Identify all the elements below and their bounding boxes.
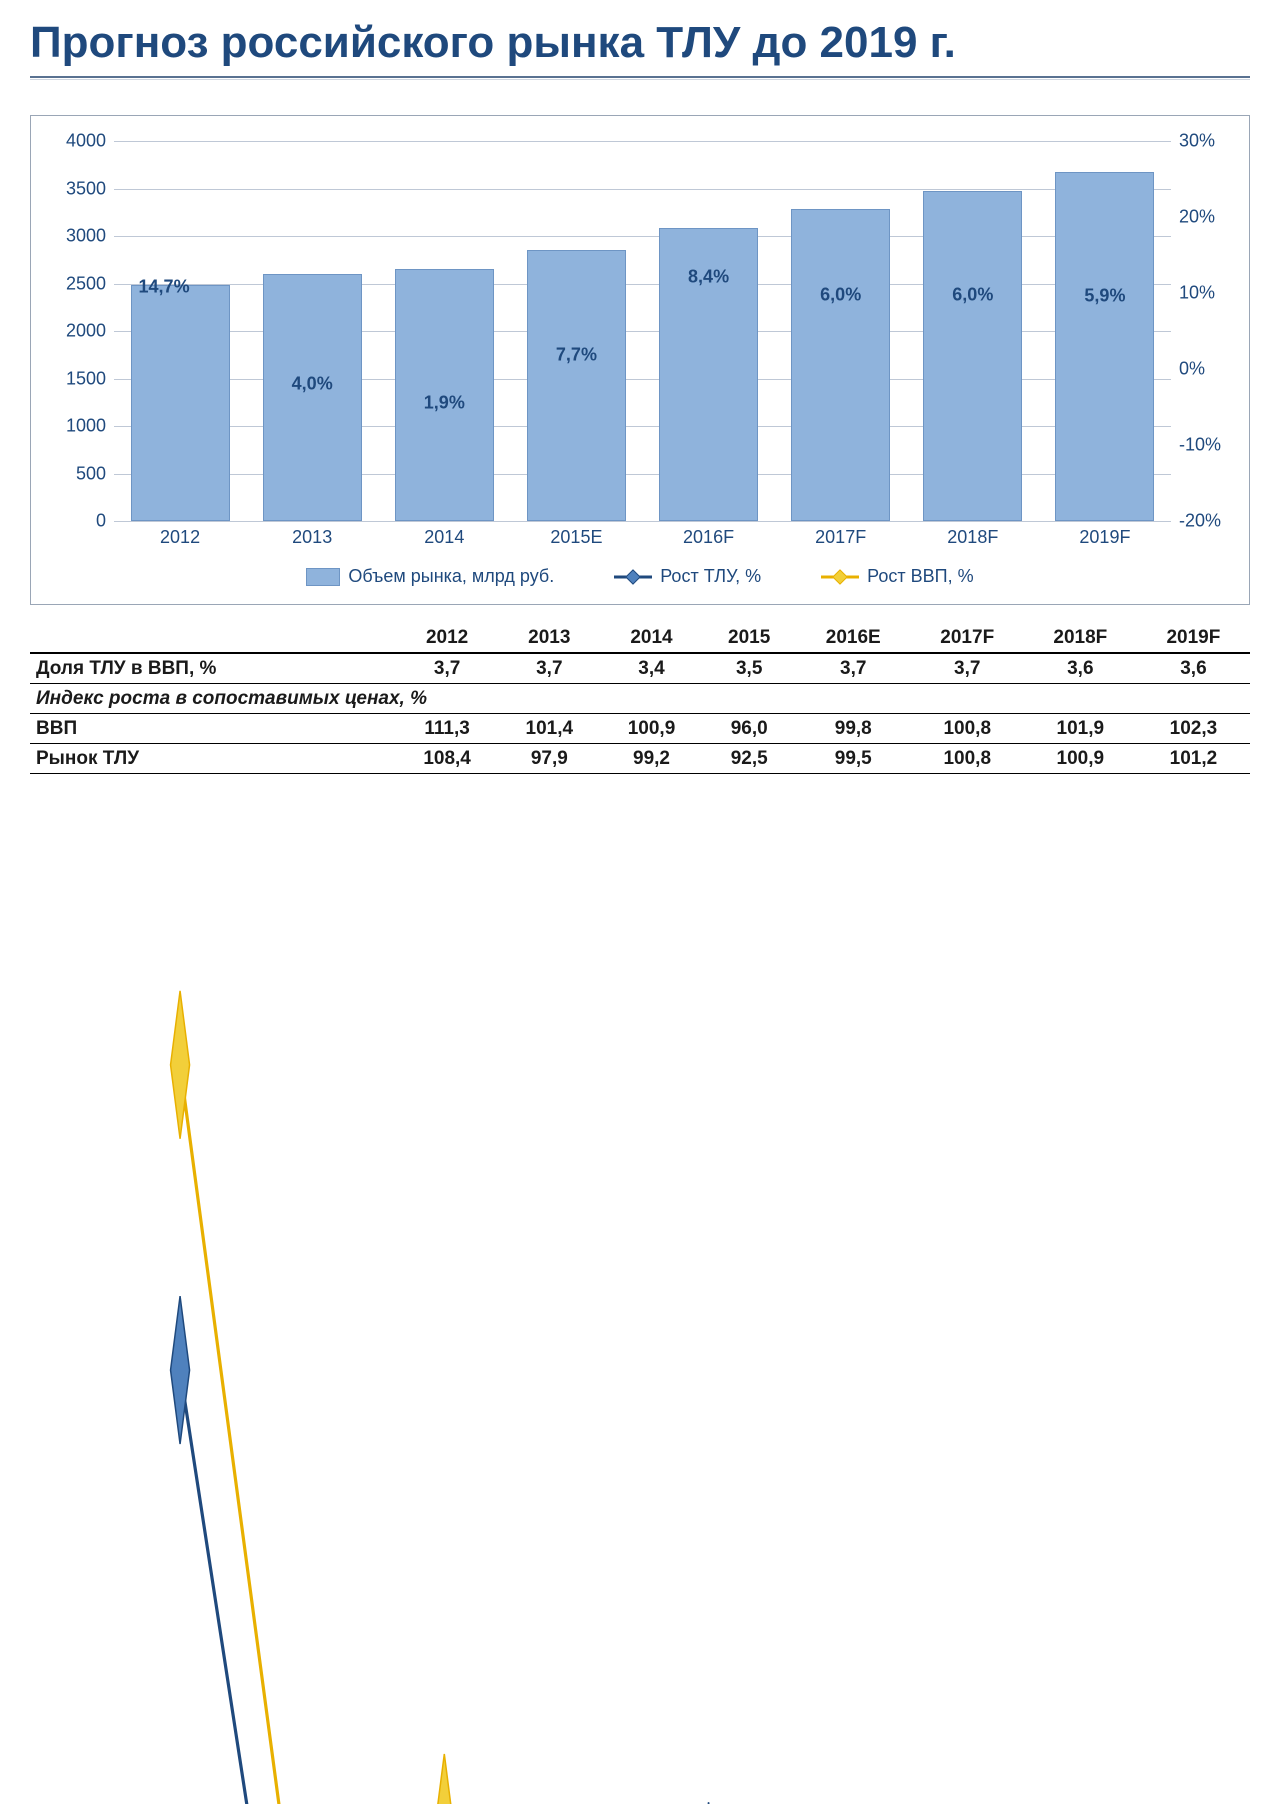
table-cell: 99,5 <box>796 744 911 774</box>
table-corner <box>30 623 396 653</box>
table-section-row: Индекс роста в сопоставимых ценах, % <box>30 684 1250 714</box>
table-cell: 3,7 <box>796 653 911 684</box>
table-cell: 100,9 <box>600 714 702 744</box>
table-cell: 108,4 <box>396 744 498 774</box>
x-axis-label: 2019F <box>1039 527 1171 548</box>
table-col-header: 2019F <box>1137 623 1250 653</box>
table-row: Рынок ТЛУ108,497,999,292,599,5100,8100,9… <box>30 744 1250 774</box>
table-row-label: Рынок ТЛУ <box>30 744 396 774</box>
table-cell: 99,8 <box>796 714 911 744</box>
data-point-label: 14,7% <box>139 277 190 298</box>
table-cell: 102,3 <box>1137 714 1250 744</box>
y-right-tick: -10% <box>1179 435 1221 456</box>
data-table-container: 20122013201420152016E2017F2018F2019F Дол… <box>30 623 1250 774</box>
table-row-label: ВВП <box>30 714 396 744</box>
table-cell: 100,8 <box>911 744 1024 774</box>
y-left-tick: 4000 <box>66 131 106 152</box>
chart-legend: Объем рынка, млрд руб. Рост ТЛУ, % Рост … <box>49 566 1231 587</box>
table-cell: 3,7 <box>498 653 600 684</box>
table-cell: 3,4 <box>600 653 702 684</box>
y-right-tick: 10% <box>1179 283 1215 304</box>
table-cell: 99,2 <box>600 744 702 774</box>
chart-data-labels: 14,7% 4,0% 1,9% 7,7% 8,4% 6,0% 6,0% 5,9% <box>114 141 1171 521</box>
table-col-header: 2015 <box>703 623 796 653</box>
table-cell: 97,9 <box>498 744 600 774</box>
data-point-label: 1,9% <box>424 392 465 413</box>
y-right-tick: 20% <box>1179 207 1215 228</box>
table-cell: 101,4 <box>498 714 600 744</box>
grid-line <box>114 521 1171 522</box>
data-table: 20122013201420152016E2017F2018F2019F Дол… <box>30 623 1250 774</box>
table-col-header: 2018F <box>1024 623 1137 653</box>
table-cell: 101,2 <box>1137 744 1250 774</box>
y-left-tick: 1500 <box>66 368 106 389</box>
x-axis-label: 2018F <box>907 527 1039 548</box>
data-point-label: 5,9% <box>1084 286 1125 307</box>
table-col-header: 2017F <box>911 623 1024 653</box>
y-left-tick: 3500 <box>66 178 106 199</box>
chart-x-labels: 2012201320142015E2016F2017F2018F2019F <box>114 527 1171 548</box>
x-axis-label: 2014 <box>378 527 510 548</box>
table-cell: 111,3 <box>396 714 498 744</box>
table-section-label: Индекс роста в сопоставимых ценах, % <box>30 684 1250 714</box>
y-right-tick: 0% <box>1179 359 1205 380</box>
table-header-row: 20122013201420152016E2017F2018F2019F <box>30 623 1250 653</box>
legend-swatch-bar <box>306 568 340 586</box>
y-left-tick: 3000 <box>66 226 106 247</box>
page-title: Прогноз российского рынка ТЛУ до 2019 г. <box>30 18 1250 68</box>
data-point-label: 4,0% <box>292 373 333 394</box>
legend-swatch-gdp <box>821 570 859 584</box>
table-cell: 3,6 <box>1137 653 1250 684</box>
x-axis-label: 2015E <box>510 527 642 548</box>
legend-item-tlu: Рост ТЛУ, % <box>614 566 761 587</box>
table-col-header: 2016E <box>796 623 911 653</box>
table-cell: 3,6 <box>1024 653 1137 684</box>
table-body: Доля ТЛУ в ВВП, %3,73,73,43,53,73,73,63,… <box>30 653 1250 774</box>
legend-label-tlu: Рост ТЛУ, % <box>660 566 761 587</box>
legend-item-gdp: Рост ВВП, % <box>821 566 973 587</box>
chart-plot-area: 05001000150020002500300035004000-20%-10%… <box>114 141 1171 521</box>
table-cell: 100,8 <box>911 714 1024 744</box>
legend-label-bars: Объем рынка, млрд руб. <box>348 566 554 587</box>
table-cell: 92,5 <box>703 744 796 774</box>
y-left-tick: 1000 <box>66 416 106 437</box>
table-cell: 3,7 <box>911 653 1024 684</box>
legend-swatch-tlu <box>614 570 652 584</box>
table-row: ВВП111,3101,4100,996,099,8100,8101,9102,… <box>30 714 1250 744</box>
table-col-header: 2012 <box>396 623 498 653</box>
title-underline <box>30 76 1250 80</box>
table-row: Доля ТЛУ в ВВП, %3,73,73,43,53,73,73,63,… <box>30 653 1250 684</box>
data-point-label: 6,0% <box>952 285 993 306</box>
data-point-label: 7,7% <box>556 345 597 366</box>
legend-item-bars: Объем рынка, млрд руб. <box>306 566 554 587</box>
data-point-label: 6,0% <box>820 285 861 306</box>
x-axis-label: 2012 <box>114 527 246 548</box>
x-axis-label: 2017F <box>775 527 907 548</box>
table-cell: 3,5 <box>703 653 796 684</box>
table-col-header: 2014 <box>600 623 702 653</box>
y-right-tick: -20% <box>1179 511 1221 532</box>
y-left-tick: 2500 <box>66 273 106 294</box>
x-axis-label: 2013 <box>246 527 378 548</box>
y-left-tick: 500 <box>76 463 106 484</box>
y-right-tick: 30% <box>1179 131 1215 152</box>
table-row-label: Доля ТЛУ в ВВП, % <box>30 653 396 684</box>
table-col-header: 2013 <box>498 623 600 653</box>
y-left-tick: 2000 <box>66 321 106 342</box>
data-point-label: 8,4% <box>688 267 729 288</box>
table-cell: 101,9 <box>1024 714 1137 744</box>
chart-container: 0 500 1000 1500 2000 2500 3000 3500 4000 -20% -10%… <box>30 115 1250 605</box>
y-left-tick: 0 <box>96 511 106 532</box>
x-axis-label: 2016F <box>643 527 775 548</box>
table-cell: 96,0 <box>703 714 796 744</box>
legend-label-gdp: Рост ВВП, % <box>867 566 973 587</box>
table-cell: 100,9 <box>1024 744 1137 774</box>
table-cell: 3,7 <box>396 653 498 684</box>
